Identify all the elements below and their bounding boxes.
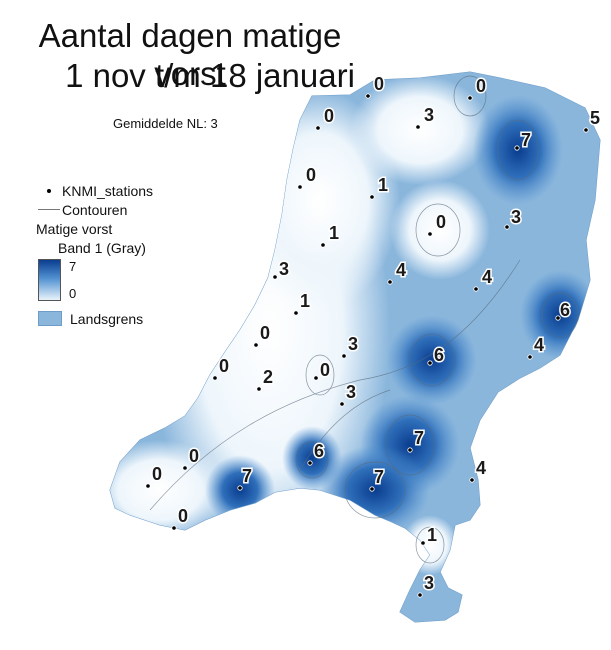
legend-border-label: Landsgrens [70, 310, 144, 327]
station-value-label: 3 [424, 573, 434, 593]
station-dot-icon [47, 188, 51, 193]
station-value-label: 7 [374, 467, 384, 487]
station-value-label: 6 [434, 345, 444, 365]
legend: KNMI_stations Contouren Matige vorst Ban… [36, 181, 153, 328]
station-dot [341, 353, 347, 359]
legend-band: Band 1 (Gray) [36, 238, 153, 257]
station-value-label: 7 [414, 428, 424, 448]
station-value-label: 7 [521, 130, 531, 150]
station-dot [473, 286, 479, 292]
station-value-label: 3 [346, 382, 356, 402]
station-value-label: 3 [424, 105, 434, 125]
station-value-label: 0 [178, 506, 188, 526]
station-dot [417, 592, 423, 598]
legend-border: Landsgrens [36, 309, 153, 328]
station-value-label: 0 [189, 446, 199, 466]
station-dot [365, 93, 371, 99]
station-value-label: 1 [378, 175, 388, 195]
station-value-label: 4 [476, 458, 486, 478]
station-dot [583, 127, 589, 133]
station-dot [369, 194, 375, 200]
station-dot [297, 184, 303, 190]
station-value-label: 5 [590, 108, 600, 128]
average-label: Gemiddelde NL: 3 [113, 116, 218, 131]
station-value-label: 1 [300, 291, 310, 311]
station-dot [272, 274, 278, 280]
station-dot [339, 401, 345, 407]
station-value-label: 3 [511, 207, 521, 227]
border-swatch-icon [38, 311, 62, 326]
station-dot [237, 485, 243, 491]
station-value-label: 0 [219, 356, 229, 376]
legend-gradient: 7 0 [38, 259, 153, 301]
station-value-label: 4 [534, 335, 544, 355]
station-dot [427, 231, 433, 237]
station-value-label: 0 [374, 74, 384, 94]
station-value-label: 0 [324, 106, 334, 126]
gradient-ramp-icon [38, 259, 61, 301]
station-dot [415, 124, 421, 130]
legend-contours: Contouren [36, 200, 153, 219]
station-dot [514, 145, 520, 151]
map-title-line1: Aantal dagen matige vorst [38, 17, 342, 92]
station-dot [467, 95, 473, 101]
station-value-label: 6 [560, 300, 570, 320]
station-dot [315, 125, 321, 131]
legend-min: 0 [69, 286, 77, 301]
station-dot [256, 386, 262, 392]
map-title-line2: 1 nov t/m 18 januari [65, 57, 355, 94]
contour-line-icon [38, 209, 60, 210]
legend-stations-label: KNMI_stations [62, 182, 154, 199]
station-value-label: 2 [263, 367, 273, 387]
station-value-label: 0 [260, 323, 270, 343]
station-dot [320, 242, 326, 248]
station-dot [369, 486, 375, 492]
station-dot [171, 525, 177, 531]
station-value-label: 1 [329, 223, 339, 243]
legend-band-label: Band 1 (Gray) [58, 239, 146, 256]
station-dot [145, 483, 151, 489]
station-dot [504, 224, 510, 230]
station-value-label: 0 [152, 464, 162, 484]
station-value-label: 3 [348, 334, 358, 354]
station-value-label: 0 [320, 360, 330, 380]
station-dot [253, 342, 259, 348]
station-dot [212, 375, 218, 381]
station-value-label: 1 [427, 525, 437, 545]
station-dot [387, 279, 393, 285]
station-dot [293, 310, 299, 316]
station-value-label: 4 [396, 260, 406, 280]
station-value-label: 0 [436, 212, 446, 232]
station-dot [555, 315, 561, 321]
station-value-label: 0 [476, 76, 486, 96]
station-value-label: 7 [242, 466, 252, 486]
station-dot [307, 460, 313, 466]
legend-stations: KNMI_stations [36, 181, 153, 200]
station-value-label: 0 [306, 165, 316, 185]
legend-max: 7 [69, 259, 77, 274]
station-dot [182, 465, 188, 471]
station-dot [427, 360, 433, 366]
legend-layer-label: Matige vorst [36, 220, 113, 237]
station-dot [420, 540, 426, 546]
legend-layer-title: Matige vorst [36, 219, 153, 238]
station-value-label: 6 [314, 441, 324, 461]
legend-contours-label: Contouren [62, 201, 128, 218]
station-dot [469, 477, 475, 483]
station-dot [407, 447, 413, 453]
station-value-label: 4 [482, 267, 492, 287]
station-dot [527, 354, 533, 360]
contour-lines [149, 75, 579, 564]
station-value-label: 3 [279, 259, 289, 279]
station-dot [313, 375, 319, 381]
